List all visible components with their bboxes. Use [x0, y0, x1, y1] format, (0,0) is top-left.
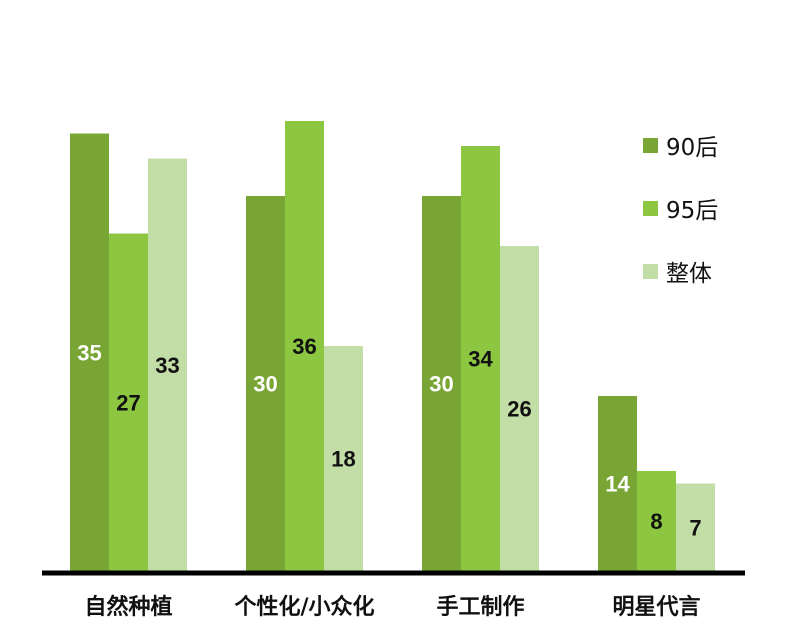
legend-item-overall: 整体 [643, 252, 718, 290]
data-label-0-2: 33 [155, 353, 179, 378]
bar-3-1 [637, 471, 676, 571]
data-label-1-2: 18 [331, 447, 355, 472]
x-tick-label-2: 手工制作 [436, 595, 524, 620]
data-label-3-1: 8 [650, 509, 662, 534]
legend-label-95hou: 95后 [666, 198, 719, 224]
bar-1-1 [285, 121, 324, 571]
legend-item-95hou: 95后 [643, 189, 718, 227]
legend-swatch-overall [643, 263, 658, 279]
data-labels-group: 35 27 33 30 36 18 30 34 26 14 8 7 [77, 334, 701, 540]
bars-group [70, 121, 715, 571]
bar-1-0 [246, 196, 285, 571]
data-label-3-2: 7 [689, 515, 701, 540]
x-tick-label-3: 明星代言 [612, 594, 700, 620]
x-tick-label-1: 个性化/小众化 [234, 594, 374, 620]
bar-0-0 [70, 133, 109, 571]
data-label-3-0: 14 [605, 472, 630, 497]
legend-label-overall: 整体 [666, 261, 712, 287]
data-label-0-0: 35 [77, 340, 101, 365]
legend: 90后 95后 整体 [643, 126, 718, 315]
bar-1-2 [324, 346, 363, 571]
bar-2-0 [422, 196, 461, 571]
data-label-2-1: 34 [468, 347, 493, 372]
legend-swatch-90hou [643, 137, 658, 153]
data-label-1-0: 30 [253, 372, 277, 397]
legend-item-90hou: 90后 [643, 126, 718, 164]
bar-3-2 [676, 483, 715, 571]
bar-0-1 [109, 233, 148, 571]
bar-0-2 [148, 158, 187, 571]
data-label-0-1: 27 [116, 390, 140, 415]
data-label-2-2: 26 [507, 397, 531, 422]
legend-label-90hou: 90后 [666, 135, 719, 161]
x-tick-labels-group: 自然种植 个性化/小众化 手工制作 明星代言 [84, 594, 700, 620]
data-label-1-1: 36 [292, 334, 316, 359]
data-label-2-0: 30 [429, 372, 453, 397]
x-tick-label-0: 自然种植 [84, 594, 172, 620]
bar-3-0 [598, 396, 637, 571]
legend-swatch-95hou [643, 200, 658, 216]
bar-2-2 [500, 246, 539, 571]
bar-2-1 [461, 146, 500, 571]
